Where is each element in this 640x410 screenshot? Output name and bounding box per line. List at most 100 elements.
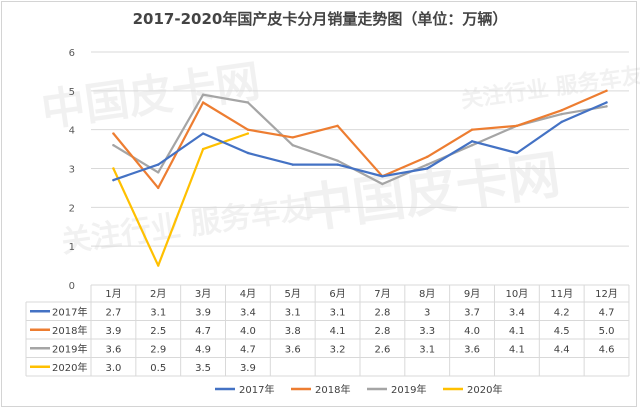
x-category-label: 11月 bbox=[550, 288, 573, 300]
table-cell-value: 3.9 bbox=[105, 326, 121, 337]
data-point bbox=[246, 132, 250, 135]
x-category-label: 1月 bbox=[105, 288, 121, 300]
x-category-label: 5月 bbox=[285, 288, 301, 300]
table-cell-value: 3.1 bbox=[330, 307, 346, 318]
data-point bbox=[426, 167, 429, 170]
data-point bbox=[201, 147, 205, 151]
data-point bbox=[291, 163, 294, 166]
data-point bbox=[246, 151, 250, 155]
data-point bbox=[515, 124, 519, 127]
x-category-label: 6月 bbox=[329, 288, 345, 300]
legend-label: 2018年 bbox=[315, 383, 350, 396]
legend-label: 2017年 bbox=[239, 383, 274, 396]
table-cell-value: 3.1 bbox=[150, 307, 166, 318]
table-cell-value: 3.1 bbox=[285, 307, 301, 318]
table-cell-value: 4.9 bbox=[195, 344, 211, 355]
table-cell-value: 3.1 bbox=[419, 344, 435, 355]
table-cell-value: 4.1 bbox=[509, 344, 525, 355]
table-cell-value: 4.7 bbox=[240, 344, 256, 355]
data-point bbox=[515, 151, 519, 155]
table-cell-value: 4.2 bbox=[554, 307, 570, 318]
x-category-label: 12月 bbox=[595, 288, 618, 300]
data-point bbox=[470, 144, 474, 147]
table-cell-value: 2.7 bbox=[105, 307, 121, 318]
row-series-label: 2019年 bbox=[52, 342, 87, 355]
data-point bbox=[336, 163, 339, 166]
data-point bbox=[426, 163, 429, 166]
x-category-label: 8月 bbox=[419, 288, 435, 300]
data-point bbox=[381, 182, 384, 186]
table-cell-value: 2.5 bbox=[150, 326, 166, 337]
data-point bbox=[381, 175, 384, 178]
table-cell-value: 5.0 bbox=[599, 326, 615, 337]
y-tick-label: 5 bbox=[69, 87, 75, 98]
row-series-label: 2018年 bbox=[52, 324, 87, 337]
x-category-label: 4月 bbox=[240, 288, 256, 300]
data-point bbox=[560, 112, 563, 116]
table-cell-value: 3.7 bbox=[464, 307, 480, 318]
y-tick-label: 0 bbox=[69, 281, 75, 292]
y-tick-label: 2 bbox=[69, 203, 75, 214]
legend-label: 2019年 bbox=[391, 383, 426, 396]
data-point bbox=[605, 105, 608, 108]
table-cell-value: 3.4 bbox=[240, 307, 256, 318]
data-point bbox=[470, 140, 474, 143]
table-cell-value: 4.0 bbox=[240, 326, 256, 337]
table-cell-value: 3.9 bbox=[240, 363, 256, 374]
x-category-label: 7月 bbox=[374, 288, 390, 300]
data-point bbox=[157, 163, 160, 166]
table-cell-value: 4.1 bbox=[330, 326, 346, 337]
data-point bbox=[291, 144, 294, 147]
data-point bbox=[157, 171, 160, 174]
data-point bbox=[560, 120, 563, 124]
data-point bbox=[246, 128, 250, 131]
table-cell-value: 2.9 bbox=[150, 344, 166, 355]
data-point bbox=[605, 101, 608, 104]
table-cell-value: 4.5 bbox=[554, 326, 570, 337]
data-point bbox=[157, 186, 160, 190]
x-category-label: 10月 bbox=[506, 288, 529, 300]
x-category-label: 9月 bbox=[464, 288, 480, 300]
data-point bbox=[201, 132, 205, 135]
data-point bbox=[201, 101, 205, 104]
table-cell-value: 3.3 bbox=[419, 326, 435, 337]
table-cell-value: 2.8 bbox=[374, 326, 390, 337]
data-point bbox=[291, 136, 294, 139]
table-cell-value: 3.8 bbox=[285, 326, 301, 337]
x-category-label: 3月 bbox=[195, 288, 211, 300]
data-point bbox=[201, 93, 205, 96]
table-cell-value: 3.4 bbox=[509, 307, 525, 318]
data-point bbox=[470, 128, 474, 131]
row-series-label: 2017年 bbox=[52, 305, 87, 318]
table-cell-value: 3.5 bbox=[195, 363, 211, 374]
table-cell-value: 4.0 bbox=[464, 326, 480, 337]
data-point bbox=[560, 109, 563, 112]
y-tick-label: 4 bbox=[69, 126, 75, 137]
data-point bbox=[336, 159, 339, 162]
data-point bbox=[246, 101, 250, 104]
table-cell-value: 3.6 bbox=[464, 344, 480, 355]
table-cell-value: 4.7 bbox=[195, 326, 211, 337]
table-cell-value: 3.2 bbox=[330, 344, 346, 355]
table-cell-value: 3.0 bbox=[105, 363, 121, 374]
series-line-2017年 bbox=[112, 101, 608, 182]
y-tick-label: 3 bbox=[69, 165, 75, 176]
row-series-label: 2020年 bbox=[52, 361, 87, 374]
data-point bbox=[112, 144, 115, 147]
data-point bbox=[605, 89, 608, 93]
data-point bbox=[157, 264, 160, 267]
chart-title: 2017-2020年国产皮卡分月销量走势图（单位：万辆） bbox=[132, 10, 508, 28]
table-cell-value: 4.1 bbox=[509, 326, 525, 337]
table-cell-value: 3.6 bbox=[285, 344, 301, 355]
legend-label: 2020年 bbox=[467, 383, 502, 396]
data-point bbox=[336, 124, 339, 127]
data-point bbox=[426, 155, 429, 159]
table-cell-value: 3.6 bbox=[105, 344, 121, 355]
table-cell-value: 2.8 bbox=[374, 307, 390, 318]
data-point bbox=[112, 132, 115, 135]
y-tick-label: 6 bbox=[69, 48, 75, 59]
data-point bbox=[112, 178, 115, 182]
table-cell-value: 0.5 bbox=[150, 363, 166, 374]
table-cell-value: 3 bbox=[424, 307, 430, 318]
